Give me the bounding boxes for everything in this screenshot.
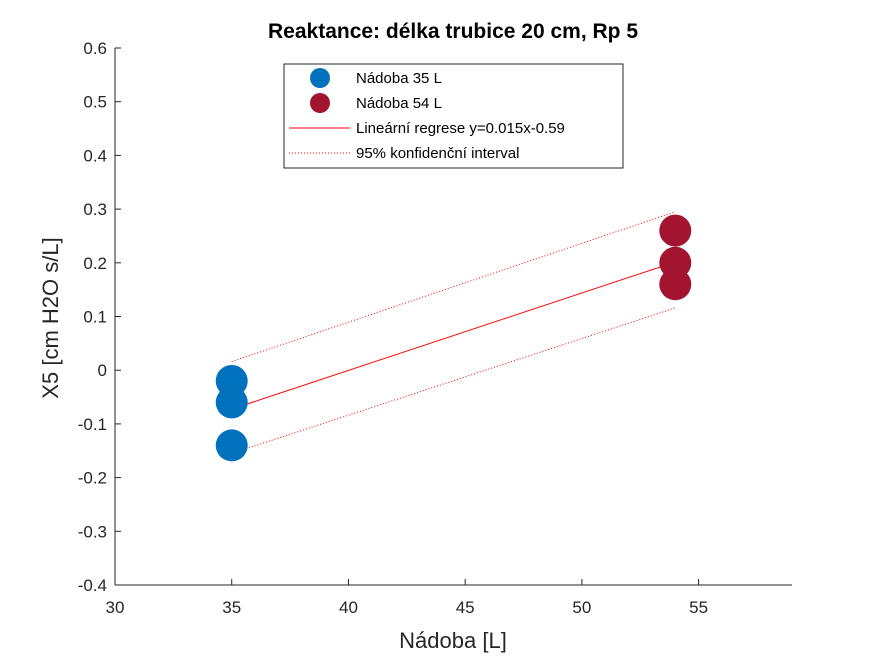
legend-marker [310, 93, 330, 113]
y-tick-label: 0.2 [83, 254, 107, 273]
data-point [659, 214, 692, 247]
legend: Nádoba 35 L Nádoba 54 L Lineární regrese y… [283, 63, 624, 169]
x-tick-label: 55 [689, 598, 708, 617]
x-tick-label: 40 [339, 598, 358, 617]
confidence-upper-line [231, 211, 676, 363]
y-tick-label: 0.4 [83, 146, 107, 165]
legend-marker [310, 68, 330, 88]
legend-entry-label: Nádoba 54 L [356, 95, 442, 112]
y-tick-label: 0.5 [83, 93, 107, 112]
data-point [659, 268, 692, 301]
y-tick-label: 0.6 [83, 39, 107, 58]
y-tick-label: 0 [98, 361, 107, 380]
y-axis-label: X5 [cm H2O s/L] [38, 237, 63, 398]
data-point [215, 386, 248, 419]
legend-entry-label: 95% konfidenční interval [356, 145, 519, 162]
legend-entry-label: Nádoba 35 L [356, 70, 442, 87]
chart-title: Reaktance: délka trubice 20 cm, Rp 5 [268, 20, 638, 43]
plot-area: 30 35 40 45 50 55 -0.4 -0.3 -0.2 -0.1 0 0.1 0.2 0.3 0.… [78, 39, 792, 617]
x-tick-label: 45 [456, 598, 475, 617]
legend-box [283, 63, 624, 169]
y-tick-label: -0.4 [78, 576, 107, 595]
x-tick-label: 30 [106, 598, 125, 617]
y-tick-label: -0.3 [78, 522, 107, 541]
y-tick-label: -0.2 [78, 469, 107, 488]
regression-line [231, 261, 676, 410]
y-tick-label: -0.1 [78, 415, 107, 434]
y-tick-label: 0.3 [83, 200, 107, 219]
x-axis-label: Nádoba [L] [399, 628, 507, 653]
data-point [215, 429, 248, 462]
y-tick-label: 0.1 [83, 308, 107, 327]
x-tick-label: 50 [572, 598, 591, 617]
legend-entry-label: Lineární regrese y=0.015x-0.59 [356, 120, 565, 137]
x-tick-label: 35 [222, 598, 241, 617]
